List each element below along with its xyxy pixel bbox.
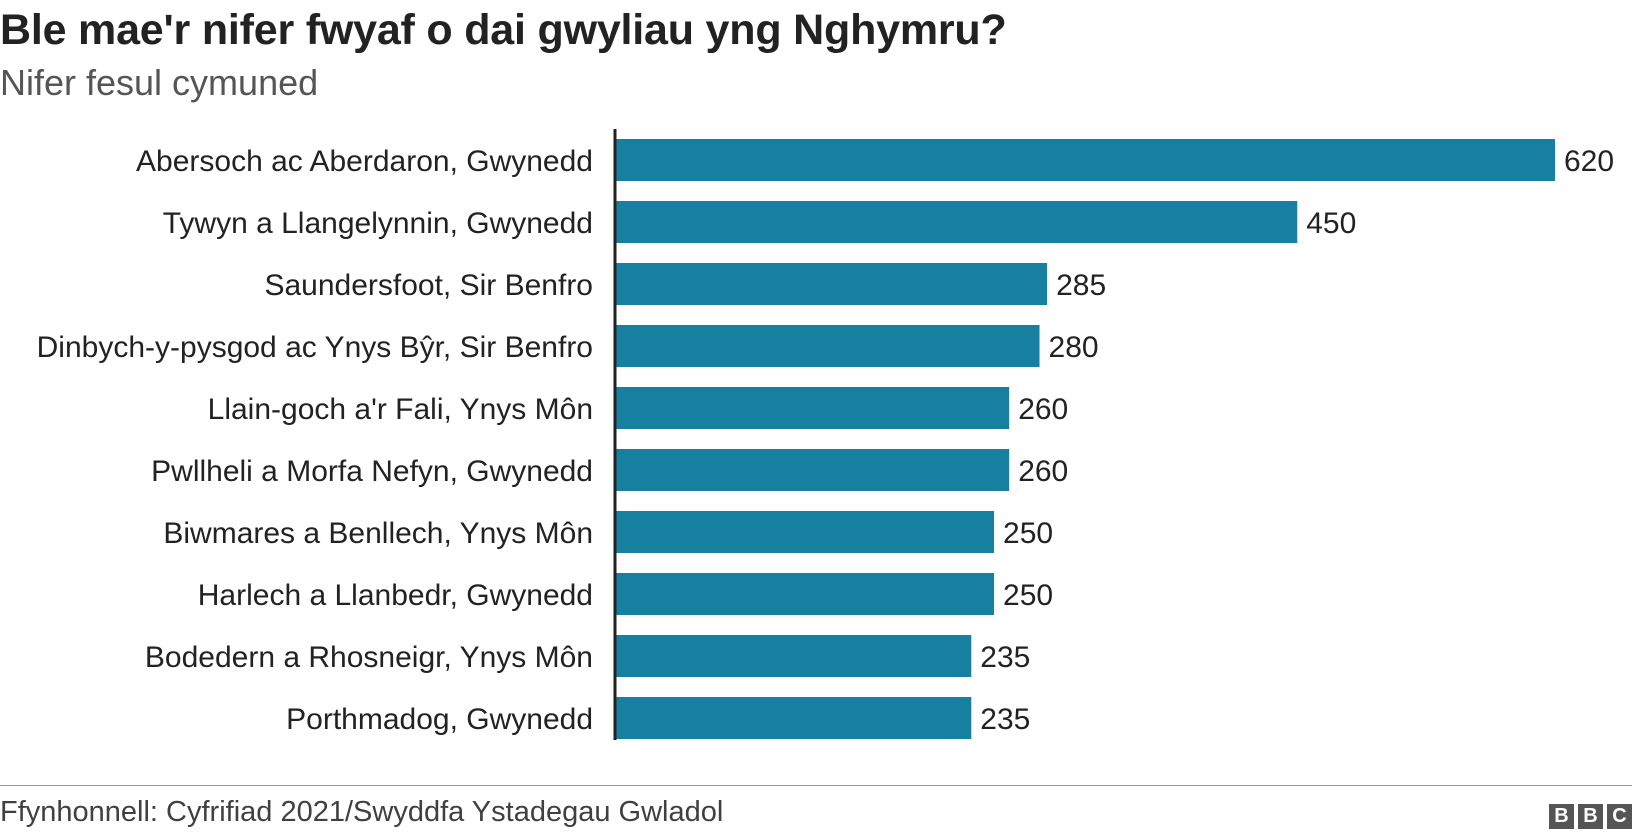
bar xyxy=(615,387,1010,429)
bar xyxy=(615,449,1010,491)
bar-chart: Abersoch ac Aberdaron, Gwynedd 620 Tywyn a… xyxy=(37,129,1614,740)
data-label: 620 xyxy=(1564,145,1614,178)
data-label: 250 xyxy=(1003,579,1053,612)
data-label: 450 xyxy=(1306,207,1356,240)
bar xyxy=(615,325,1040,367)
source-note: Ffynhonnell: Cyfrifiad 2021/Swyddfa Ysta… xyxy=(0,796,724,828)
category-label: Llain-goch a'r Fali, Ynys Môn xyxy=(208,393,593,426)
category-label: Biwmares a Benllech, Ynys Môn xyxy=(163,517,593,550)
bar xyxy=(615,263,1048,305)
chart-subtitle: Nifer fesul cymuned xyxy=(0,62,319,103)
data-label: 280 xyxy=(1049,331,1099,364)
bar xyxy=(615,697,972,739)
chart-title: Ble mae'r nifer fwyaf o dai gwyliau yng … xyxy=(0,6,1007,54)
bar xyxy=(615,635,972,677)
data-label: 260 xyxy=(1018,393,1068,426)
data-label: 285 xyxy=(1056,269,1106,302)
bar xyxy=(615,511,995,553)
category-label: Dinbych-y-pysgod ac Ynys Bŷr, Sir Benfro xyxy=(37,331,593,364)
data-label: 250 xyxy=(1003,517,1053,550)
category-label: Porthmadog, Gwynedd xyxy=(286,703,593,736)
bar xyxy=(615,201,1298,243)
category-label: Tywyn a Llangelynnin, Gwynedd xyxy=(163,207,593,240)
category-label: Bodedern a Rhosneigr, Ynys Môn xyxy=(145,641,593,674)
bbc-logo: B B C xyxy=(1549,804,1632,829)
bar xyxy=(615,139,1555,181)
bbc-logo-letter: C xyxy=(1607,804,1632,829)
bbc-logo-letter: B xyxy=(1578,804,1603,829)
category-label: Abersoch ac Aberdaron, Gwynedd xyxy=(136,145,593,178)
data-label: 260 xyxy=(1018,455,1068,488)
category-label: Pwllheli a Morfa Nefyn, Gwynedd xyxy=(151,455,593,488)
footer-divider xyxy=(0,785,1632,786)
data-label: 235 xyxy=(980,703,1030,736)
bbc-logo-letter: B xyxy=(1549,804,1574,829)
category-label: Saundersfoot, Sir Benfro xyxy=(264,269,593,302)
bar xyxy=(615,573,995,615)
category-label: Harlech a Llanbedr, Gwynedd xyxy=(198,579,593,612)
data-label: 235 xyxy=(980,641,1030,674)
